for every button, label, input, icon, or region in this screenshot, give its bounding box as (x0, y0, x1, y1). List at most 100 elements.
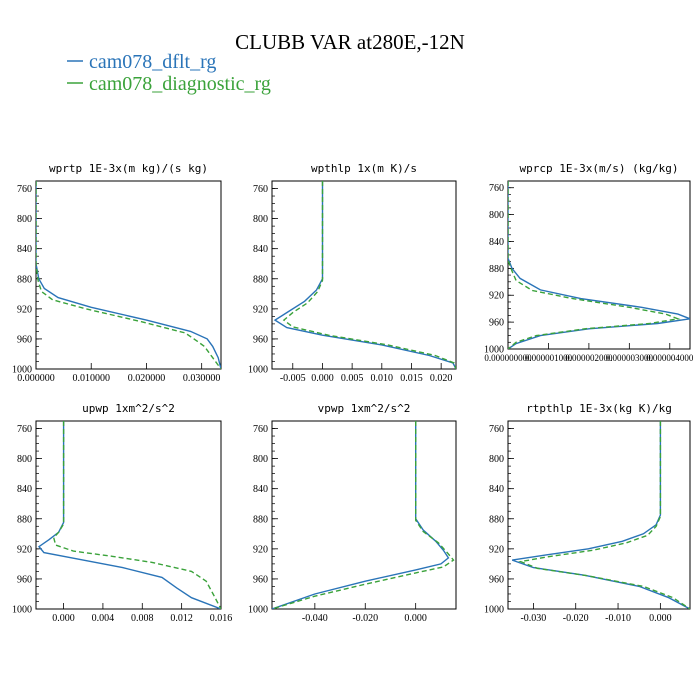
plot-frame (271, 180, 457, 370)
panel-title: wpthlp 1x(m K)/s (311, 162, 417, 175)
y-tick-label: 760 (489, 424, 504, 435)
x-tick-label: 0.010000 (72, 373, 110, 384)
y-tick-label: 1000 (248, 605, 268, 616)
y-tick-label: 840 (17, 244, 32, 255)
y-tick-label: 840 (489, 484, 504, 495)
x-tick-label: -0.030 (520, 613, 546, 624)
panel-3: wprcp 1E-3x(m/s) (kg/kg) 760 800 840 880 920 9… (484, 162, 694, 363)
legend-label-dflt: cam078_dflt_rg (89, 51, 216, 73)
y-tick-label: 800 (489, 210, 504, 221)
x-tick-label: 0.020000 (128, 373, 166, 384)
legend-label-diagnostic: cam078_diagnostic_rg (89, 73, 271, 95)
y-tick-label: 840 (253, 484, 268, 495)
x-tick-label: 0.020 (430, 373, 453, 384)
series-line-dflt (272, 421, 450, 609)
y-tick-label: 920 (253, 304, 268, 315)
figure-legend: cam078_dflt_rg cam078_diagnostic_rg (67, 51, 271, 95)
panel-title: upwp 1xm^2/s^2 (82, 402, 175, 415)
y-tick-label: 920 (253, 544, 268, 555)
x-tick-label: 0.000000 (17, 373, 55, 384)
x-tick-label: 0.000 (52, 613, 75, 624)
y-tick-label: 880 (489, 514, 504, 525)
series-line-diagnostic (282, 181, 456, 369)
y-tick-label: 800 (17, 214, 32, 225)
y-tick-label: 760 (253, 424, 268, 435)
plot-frame (507, 420, 691, 610)
x-tick-label: 0.000002000 (565, 353, 613, 363)
y-tick-label: 960 (489, 574, 504, 585)
series-line-dflt (36, 181, 221, 369)
x-tick-label: 0.000 (404, 613, 427, 624)
plot-frame (35, 180, 222, 370)
y-tick-label: 920 (17, 544, 32, 555)
panel-title: rtpthlp 1E-3x(kg K)/kg (526, 402, 672, 415)
panel-2: wpthlp 1x(m K)/s 760 800 840 880 920 960 1000 -0… (248, 162, 457, 384)
y-tick-label: 1000 (12, 365, 32, 376)
x-tick-label: -0.020 (563, 613, 589, 624)
figure-title: CLUBB VAR at280E,-12N (235, 30, 465, 54)
x-tick-label: -0.040 (302, 613, 328, 624)
panel-title: wprtp 1E-3x(m kg)/(s kg) (49, 162, 208, 175)
series-line-dflt (273, 181, 456, 369)
y-tick-label: 880 (17, 274, 32, 285)
x-tick-label: 0.000004000 (646, 353, 694, 363)
plot-frame (507, 180, 691, 350)
y-tick-label: 840 (489, 237, 504, 248)
x-tick-label: 0.030000 (183, 373, 221, 384)
x-tick-label: 0.000 (649, 613, 672, 624)
y-tick-label: 880 (253, 514, 268, 525)
y-tick-label: 1000 (248, 365, 268, 376)
x-tick-label: -0.010 (605, 613, 631, 624)
x-tick-label: 0.000 (311, 373, 334, 384)
y-tick-label: 920 (489, 291, 504, 302)
y-tick-label: 960 (17, 334, 32, 345)
series-line-diagnostic (518, 421, 690, 609)
y-tick-label: 960 (253, 574, 268, 585)
y-tick-label: 840 (17, 484, 32, 495)
panel-title: vpwp 1xm^2/s^2 (318, 402, 411, 415)
y-tick-label: 960 (253, 334, 268, 345)
x-tick-label: 0.000000000 (484, 353, 532, 363)
y-tick-label: 840 (253, 244, 268, 255)
y-tick-label: 880 (17, 514, 32, 525)
series-line-dflt (511, 421, 690, 609)
series-line-diagnostic (272, 421, 455, 609)
y-tick-label: 960 (489, 318, 504, 329)
series-line-dflt (37, 421, 221, 609)
panel-4: upwp 1xm^2/s^2 760 800 840 880 920 960 1000 0.00… (12, 402, 232, 624)
series-line-diagnostic (36, 181, 221, 369)
x-tick-label: 0.008 (131, 613, 154, 624)
y-tick-label: 760 (17, 184, 32, 195)
y-tick-label: 760 (253, 184, 268, 195)
y-tick-label: 920 (17, 304, 32, 315)
panel-1: wprtp 1E-3x(m kg)/(s kg) 760 800 840 880 920 9… (12, 162, 222, 384)
x-tick-label: 0.000001000 (525, 353, 573, 363)
x-tick-label: 0.005 (341, 373, 364, 384)
x-tick-label: 0.016 (210, 613, 233, 624)
y-tick-label: 760 (17, 424, 32, 435)
series-line-diagnostic (508, 181, 681, 349)
y-tick-label: 800 (253, 454, 268, 465)
y-tick-label: 880 (489, 264, 504, 275)
y-tick-label: 1000 (484, 605, 504, 616)
x-tick-label: 0.015 (400, 373, 423, 384)
panel-6: rtpthlp 1E-3x(kg K)/kg 760 800 840 880 920 960… (484, 402, 691, 624)
x-tick-label: -0.005 (280, 373, 306, 384)
plot-frame (271, 420, 457, 610)
panel-5: vpwp 1xm^2/s^2 760 800 840 880 920 960 1000 -0.0… (248, 402, 457, 624)
x-tick-label: 0.000003000 (606, 353, 654, 363)
y-tick-label: 1000 (12, 605, 32, 616)
y-tick-label: 760 (489, 183, 504, 194)
panel-title: wprcp 1E-3x(m/s) (kg/kg) (520, 162, 679, 175)
y-tick-label: 800 (17, 454, 32, 465)
x-tick-label: -0.020 (352, 613, 378, 624)
y-tick-label: 800 (489, 454, 504, 465)
plot-frame (35, 420, 222, 610)
y-tick-label: 800 (253, 214, 268, 225)
series-line-diagnostic (52, 421, 221, 609)
x-tick-label: 0.004 (92, 613, 115, 624)
x-tick-label: 0.010 (371, 373, 394, 384)
y-tick-label: 960 (17, 574, 32, 585)
y-tick-label: 1000 (484, 345, 504, 356)
